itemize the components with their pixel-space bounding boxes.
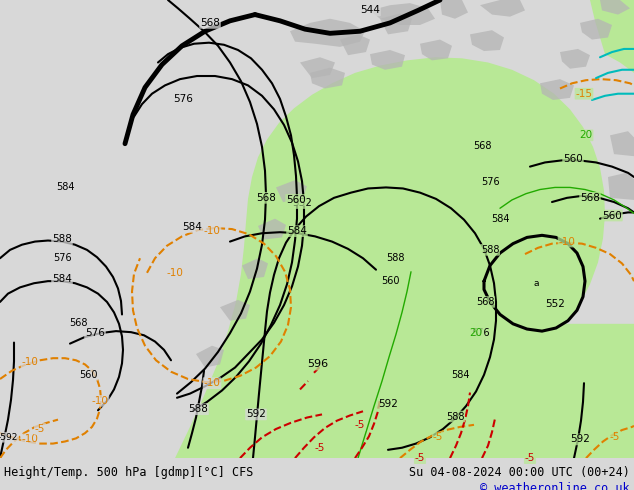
Text: 568: 568 bbox=[580, 193, 600, 203]
Text: 560: 560 bbox=[563, 154, 583, 164]
Text: 568: 568 bbox=[256, 193, 276, 203]
Text: 592: 592 bbox=[378, 399, 398, 409]
Polygon shape bbox=[380, 14, 412, 34]
Polygon shape bbox=[480, 0, 525, 17]
Text: Height/Temp. 500 hPa [gdmp][°C] CFS: Height/Temp. 500 hPa [gdmp][°C] CFS bbox=[4, 466, 254, 479]
Text: 552: 552 bbox=[545, 299, 565, 309]
Text: -10: -10 bbox=[167, 268, 183, 278]
Polygon shape bbox=[540, 79, 574, 100]
Text: 584: 584 bbox=[451, 370, 469, 380]
Text: -5: -5 bbox=[355, 420, 365, 430]
Text: -5: -5 bbox=[525, 453, 535, 463]
Text: -5: -5 bbox=[433, 432, 443, 442]
Text: -10: -10 bbox=[204, 226, 221, 236]
Polygon shape bbox=[276, 180, 307, 202]
Polygon shape bbox=[600, 0, 630, 15]
Text: 576: 576 bbox=[85, 328, 105, 338]
Polygon shape bbox=[220, 300, 250, 320]
Text: 584: 584 bbox=[52, 274, 72, 284]
Polygon shape bbox=[560, 49, 590, 69]
Polygon shape bbox=[420, 40, 452, 60]
Polygon shape bbox=[340, 34, 370, 55]
Text: 568: 568 bbox=[200, 18, 220, 28]
Text: -10: -10 bbox=[91, 396, 108, 406]
Text: 588: 588 bbox=[52, 235, 72, 245]
Polygon shape bbox=[590, 0, 634, 73]
Text: -592: -592 bbox=[0, 433, 18, 442]
Text: -10: -10 bbox=[204, 378, 221, 388]
Text: 568: 568 bbox=[476, 297, 495, 307]
Text: -5: -5 bbox=[415, 453, 425, 463]
Text: -5: -5 bbox=[315, 443, 325, 453]
Polygon shape bbox=[370, 3, 435, 25]
Text: 592: 592 bbox=[570, 435, 590, 444]
Polygon shape bbox=[608, 173, 634, 200]
Text: 584: 584 bbox=[491, 214, 509, 223]
Text: Su 04-08-2024 00:00 UTC (00+24): Su 04-08-2024 00:00 UTC (00+24) bbox=[409, 466, 630, 479]
Text: 576: 576 bbox=[53, 253, 71, 263]
Text: 552: 552 bbox=[292, 198, 312, 208]
Text: 20: 20 bbox=[469, 328, 482, 338]
Text: 588: 588 bbox=[446, 412, 464, 421]
Text: 584: 584 bbox=[56, 182, 74, 193]
Text: 584: 584 bbox=[182, 222, 202, 232]
Polygon shape bbox=[300, 57, 335, 78]
Text: 544: 544 bbox=[360, 5, 380, 15]
Polygon shape bbox=[310, 68, 345, 89]
Text: 576: 576 bbox=[481, 177, 500, 187]
Text: -15: -15 bbox=[576, 89, 593, 98]
Text: 560: 560 bbox=[79, 370, 97, 380]
Text: 568: 568 bbox=[473, 141, 491, 151]
Text: -10: -10 bbox=[22, 435, 39, 444]
Text: 560: 560 bbox=[286, 195, 306, 205]
Text: 568: 568 bbox=[68, 318, 87, 328]
Polygon shape bbox=[580, 19, 612, 40]
Text: 584: 584 bbox=[287, 226, 307, 236]
Text: 588: 588 bbox=[188, 404, 208, 414]
Text: 588: 588 bbox=[481, 245, 499, 255]
Polygon shape bbox=[440, 0, 468, 19]
Text: 560: 560 bbox=[602, 211, 622, 220]
Text: 596: 596 bbox=[307, 360, 328, 369]
Text: 576: 576 bbox=[470, 328, 489, 338]
Text: 588: 588 bbox=[385, 253, 404, 263]
Text: 576: 576 bbox=[173, 94, 193, 104]
Text: 560: 560 bbox=[381, 276, 399, 286]
Text: a: a bbox=[533, 279, 539, 288]
Polygon shape bbox=[242, 258, 268, 279]
Text: 592: 592 bbox=[246, 410, 266, 419]
Polygon shape bbox=[610, 131, 634, 156]
Polygon shape bbox=[470, 30, 504, 51]
Text: -5: -5 bbox=[35, 424, 45, 434]
Text: 20: 20 bbox=[579, 130, 593, 140]
Text: -10: -10 bbox=[22, 357, 39, 368]
Polygon shape bbox=[290, 19, 365, 47]
Polygon shape bbox=[258, 219, 286, 240]
Text: © weatheronline.co.uk: © weatheronline.co.uk bbox=[481, 482, 630, 490]
Polygon shape bbox=[175, 57, 634, 458]
Polygon shape bbox=[370, 50, 405, 70]
Text: -5: -5 bbox=[610, 432, 620, 442]
Polygon shape bbox=[196, 345, 224, 368]
Text: -10: -10 bbox=[559, 237, 576, 246]
